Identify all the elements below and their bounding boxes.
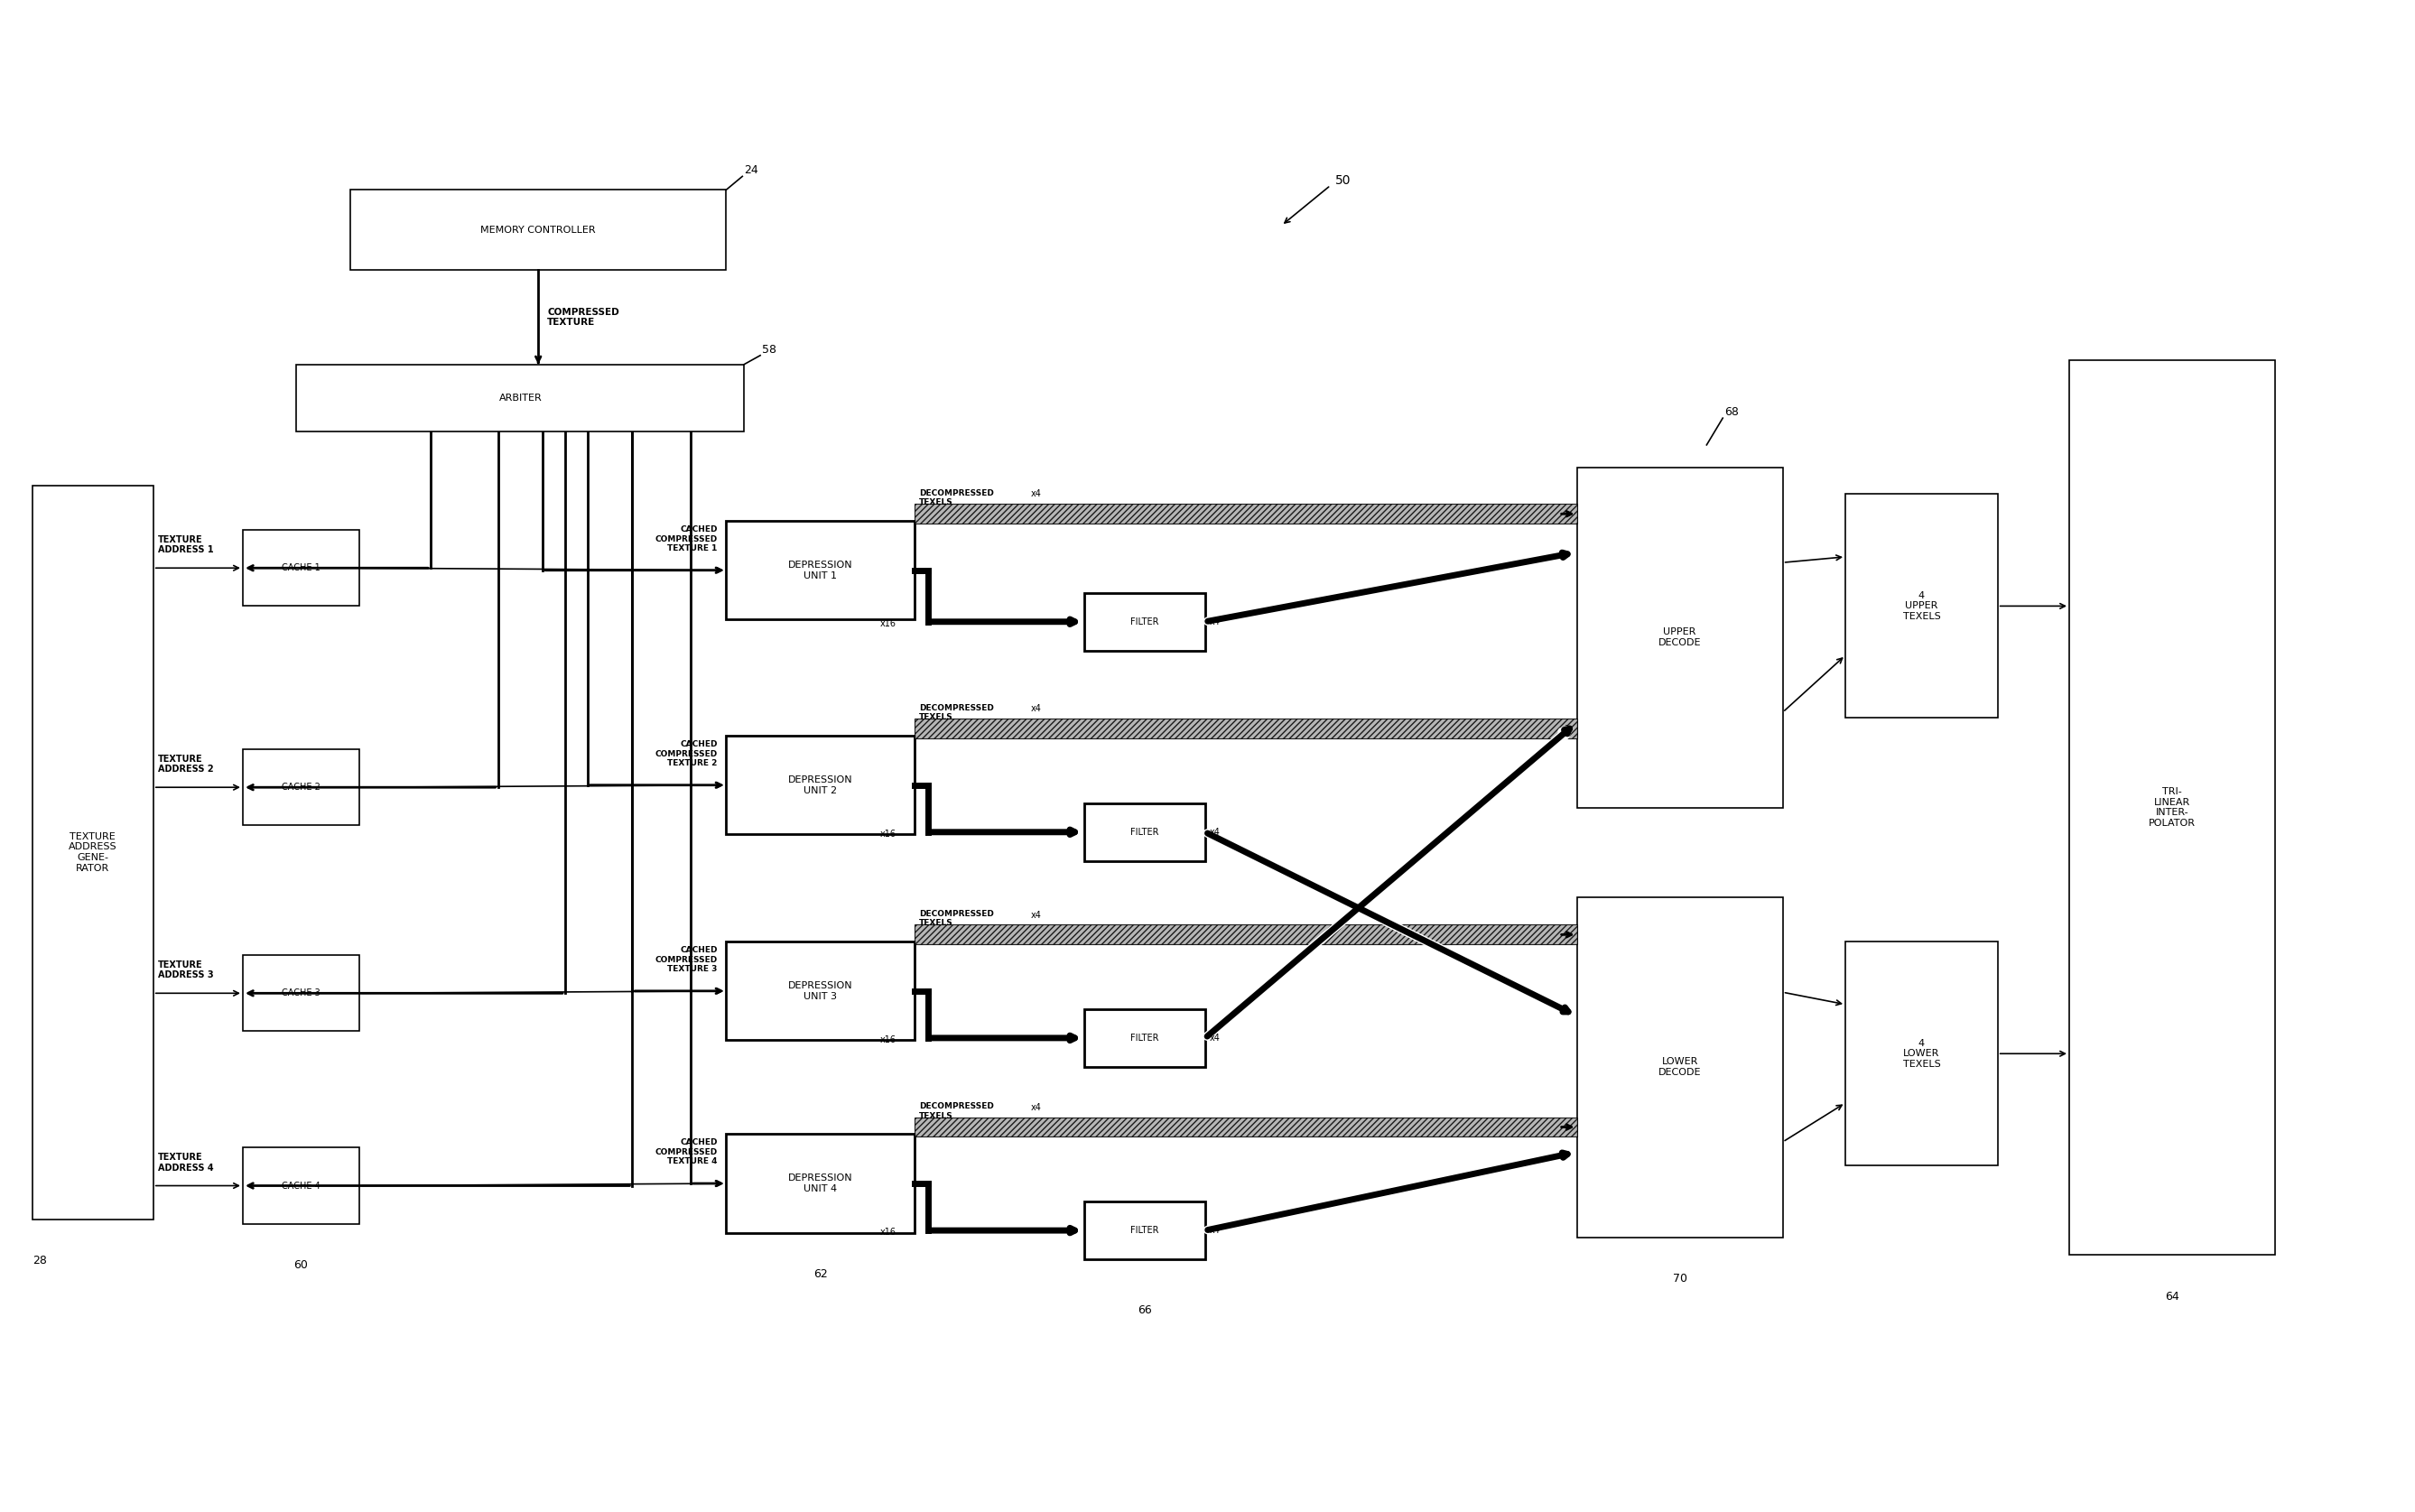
- Text: FILTER: FILTER: [1130, 617, 1159, 626]
- Bar: [1577, 467, 1782, 807]
- Text: 24: 24: [744, 165, 758, 177]
- Text: x4: x4: [1031, 705, 1041, 714]
- Text: 50: 50: [1335, 174, 1350, 187]
- Text: x4: x4: [1210, 617, 1220, 626]
- Bar: [244, 750, 360, 826]
- Text: 62: 62: [814, 1269, 828, 1281]
- Text: 66: 66: [1137, 1305, 1152, 1315]
- Bar: [1084, 1009, 1205, 1067]
- Bar: [244, 956, 360, 1031]
- Text: CACHED
COMPRESSED
TEXTURE 3: CACHED COMPRESSED TEXTURE 3: [654, 947, 717, 974]
- Bar: [244, 531, 360, 606]
- Text: DEPRESSION
UNIT 2: DEPRESSION UNIT 2: [787, 776, 852, 795]
- Text: DEPRESSION
UNIT 1: DEPRESSION UNIT 1: [787, 561, 852, 581]
- Text: DECOMPRESSED
TEXELS: DECOMPRESSED TEXELS: [918, 910, 993, 927]
- Text: x16: x16: [879, 618, 896, 627]
- Text: TEXTURE
ADDRESS
GENE-
RATOR: TEXTURE ADDRESS GENE- RATOR: [68, 832, 116, 872]
- Text: x4: x4: [1031, 490, 1041, 499]
- Text: 68: 68: [1724, 407, 1739, 417]
- Text: CACHED
COMPRESSED
TEXTURE 2: CACHED COMPRESSED TEXTURE 2: [654, 741, 717, 767]
- Text: TEXTURE
ADDRESS 1: TEXTURE ADDRESS 1: [157, 535, 213, 555]
- Text: CACHE 4: CACHE 4: [283, 1181, 321, 1190]
- Text: FILTER: FILTER: [1130, 827, 1159, 836]
- Text: x4: x4: [1031, 910, 1041, 919]
- Text: 4
LOWER
TEXELS: 4 LOWER TEXELS: [1903, 1039, 1939, 1069]
- Bar: [915, 925, 1577, 945]
- Text: DECOMPRESSED
TEXELS: DECOMPRESSED TEXELS: [918, 1102, 993, 1120]
- Bar: [1577, 897, 1782, 1237]
- Bar: [1084, 593, 1205, 650]
- Text: x16: x16: [879, 1036, 896, 1045]
- Text: 58: 58: [763, 343, 778, 355]
- Bar: [1084, 1202, 1205, 1259]
- Text: 70: 70: [1674, 1273, 1688, 1285]
- Text: ARBITER: ARBITER: [500, 393, 541, 402]
- Bar: [727, 736, 915, 835]
- Text: TEXTURE
ADDRESS 4: TEXTURE ADDRESS 4: [157, 1152, 213, 1172]
- Text: 60: 60: [295, 1259, 309, 1272]
- Text: FILTER: FILTER: [1130, 1226, 1159, 1235]
- Bar: [350, 191, 727, 271]
- Bar: [727, 942, 915, 1040]
- Bar: [727, 1134, 915, 1232]
- Text: CACHED
COMPRESSED
TEXTURE 1: CACHED COMPRESSED TEXTURE 1: [654, 526, 717, 552]
- Bar: [244, 1148, 360, 1223]
- Text: COMPRESSED
TEXTURE: COMPRESSED TEXTURE: [548, 307, 618, 327]
- Text: DECOMPRESSED
TEXELS: DECOMPRESSED TEXELS: [918, 490, 993, 507]
- Text: MEMORY CONTROLLER: MEMORY CONTROLLER: [481, 225, 597, 234]
- Text: TEXTURE
ADDRESS 3: TEXTURE ADDRESS 3: [157, 960, 213, 980]
- Bar: [915, 1117, 1577, 1137]
- Text: UPPER
DECODE: UPPER DECODE: [1659, 627, 1700, 647]
- Bar: [297, 364, 744, 431]
- Bar: [1845, 942, 1997, 1166]
- Text: x16: x16: [879, 830, 896, 838]
- Bar: [727, 522, 915, 620]
- Text: CACHE 1: CACHE 1: [283, 564, 321, 573]
- Text: LOWER
DECODE: LOWER DECODE: [1659, 1057, 1700, 1077]
- Bar: [1845, 494, 1997, 718]
- Text: CACHE 3: CACHE 3: [283, 989, 321, 998]
- Text: DECOMPRESSED
TEXELS: DECOMPRESSED TEXELS: [918, 705, 993, 721]
- Text: x4: x4: [1210, 827, 1220, 836]
- Text: FILTER: FILTER: [1130, 1034, 1159, 1042]
- Bar: [1084, 803, 1205, 862]
- Text: CACHE 2: CACHE 2: [283, 783, 321, 792]
- Text: x4: x4: [1210, 1034, 1220, 1042]
- Bar: [31, 485, 152, 1219]
- Text: TRI-
LINEAR
INTER-
POLATOR: TRI- LINEAR INTER- POLATOR: [2149, 788, 2195, 827]
- Text: DEPRESSION
UNIT 4: DEPRESSION UNIT 4: [787, 1173, 852, 1193]
- Bar: [2070, 360, 2275, 1255]
- Text: x16: x16: [879, 1228, 896, 1237]
- Bar: [915, 503, 1577, 523]
- Text: 28: 28: [31, 1255, 46, 1267]
- Text: x4: x4: [1210, 1226, 1220, 1235]
- Text: x4: x4: [1031, 1102, 1041, 1111]
- Text: 64: 64: [2166, 1291, 2178, 1303]
- Text: DEPRESSION
UNIT 3: DEPRESSION UNIT 3: [787, 981, 852, 1001]
- Text: 4
UPPER
TEXELS: 4 UPPER TEXELS: [1903, 591, 1939, 621]
- Text: TEXTURE
ADDRESS 2: TEXTURE ADDRESS 2: [157, 754, 213, 774]
- Bar: [915, 718, 1577, 738]
- Text: CACHED
COMPRESSED
TEXTURE 4: CACHED COMPRESSED TEXTURE 4: [654, 1139, 717, 1166]
